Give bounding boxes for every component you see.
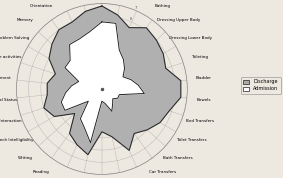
Legend: Discharge, Admission: Discharge, Admission	[241, 77, 280, 94]
Polygon shape	[61, 22, 144, 143]
Polygon shape	[44, 6, 181, 155]
